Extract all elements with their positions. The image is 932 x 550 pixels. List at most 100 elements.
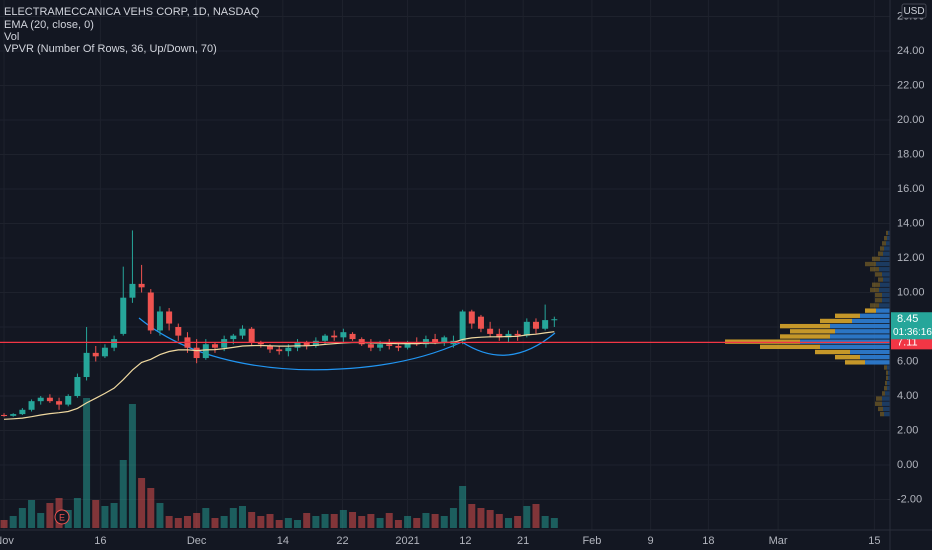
candle-body [422, 339, 429, 345]
x-tick-label: 22 [336, 535, 348, 547]
candle-body [19, 409, 26, 415]
vpvr-down [878, 406, 883, 412]
volume-bar [165, 516, 173, 528]
vpvr-up [860, 313, 890, 318]
volume-bar [495, 514, 503, 528]
vpvr-up [830, 323, 890, 329]
candle-body [386, 344, 393, 346]
volume-bar [257, 516, 265, 528]
volume-bar [440, 516, 448, 528]
x-tick-label: 2021 [395, 535, 419, 547]
vpvr-down [815, 349, 850, 355]
candle-body [120, 297, 127, 334]
vpvr-down [875, 298, 882, 303]
volume-bar [523, 506, 531, 528]
vpvr-down [870, 267, 879, 272]
vpvr-up [835, 329, 890, 334]
volume-bar [238, 506, 246, 528]
x-tick-label: Nov [0, 535, 14, 547]
vpvr-up [852, 318, 890, 324]
last-price-label: 8.45 [897, 313, 918, 325]
candle-body [276, 349, 283, 352]
volume-bar [376, 518, 384, 528]
volume-bar [248, 512, 256, 528]
vpvr-down [886, 370, 888, 375]
volume-bar [294, 520, 302, 528]
volume-bar [321, 514, 329, 528]
volume-bar [46, 503, 54, 528]
vpvr-down [884, 386, 887, 391]
vpvr-up [886, 241, 890, 246]
vpvr-down [820, 318, 852, 324]
vpvr-up [860, 354, 890, 360]
candle-body [542, 320, 549, 329]
volume-bar [37, 513, 45, 528]
candle-body [111, 339, 118, 348]
last-price-box [891, 312, 932, 340]
candle-body [74, 377, 81, 396]
candle-body [395, 345, 402, 348]
candle-body [312, 340, 319, 346]
candle-body [1, 414, 8, 416]
vpvr-down [760, 344, 820, 350]
volume-bar [275, 520, 283, 528]
candle-body [303, 342, 310, 346]
volume-bar [449, 508, 457, 528]
volume-bar [18, 508, 26, 528]
volume-bar [128, 404, 136, 528]
earnings-marker[interactable] [54, 509, 70, 525]
candle-body [331, 335, 338, 338]
candle-body [340, 332, 347, 338]
symbol-title: ELECTRAMECCANICA VEHS CORP, 1D, NASDAQ [4, 6, 260, 18]
vpvr-down [878, 277, 883, 282]
vpvr-down [790, 329, 835, 334]
volume-bar [73, 498, 81, 528]
y-tick-label: 6.00 [897, 355, 918, 367]
candle-body [294, 342, 301, 348]
volume-bar [193, 513, 201, 528]
volume-bar [28, 500, 36, 528]
x-tick-label: 16 [94, 535, 106, 547]
vpvr-down [870, 303, 879, 308]
vpvr-down [835, 313, 860, 318]
vpvr-down [870, 287, 879, 293]
x-tick-label: 15 [868, 535, 880, 547]
volume-bar [404, 516, 412, 528]
vpvr-up [887, 365, 890, 370]
candle-body [459, 311, 466, 341]
y-tick-label: 20.00 [897, 114, 925, 126]
volume-bar [514, 516, 522, 528]
vpvr-up [882, 401, 890, 406]
candle-body [175, 327, 182, 336]
vpvr-up [888, 370, 890, 375]
countdown-label: 01:36:16 [893, 327, 932, 338]
x-tick-label: Dec [187, 535, 207, 547]
candle-body [211, 344, 218, 348]
volume-bar [339, 510, 347, 528]
x-tick-label: Feb [582, 535, 601, 547]
vpvr-down [876, 396, 882, 401]
volume-bar [550, 518, 558, 528]
vpvr-up [883, 251, 890, 256]
vpvr-down [880, 246, 884, 251]
volume-bar [220, 516, 228, 528]
volume-profile [725, 230, 890, 417]
ema-line [3, 331, 555, 420]
volume-bar [119, 460, 127, 528]
volume-bar [312, 516, 320, 528]
y-tick-label: 24.00 [897, 45, 925, 57]
vpvr-up [888, 230, 890, 236]
vpvr-up [887, 380, 890, 386]
vpvr-down [845, 360, 865, 365]
vpvr-down [872, 282, 880, 287]
volume-bar [303, 513, 311, 528]
candle-body [349, 333, 356, 340]
candle-body [202, 344, 209, 359]
vpvr-down [725, 339, 800, 344]
candle-body [468, 311, 475, 324]
vpvr-down [878, 251, 883, 256]
vpvr-down [835, 354, 860, 360]
vpvr-down [875, 401, 882, 406]
vpvr-up [879, 287, 890, 293]
candle-body [166, 311, 173, 324]
